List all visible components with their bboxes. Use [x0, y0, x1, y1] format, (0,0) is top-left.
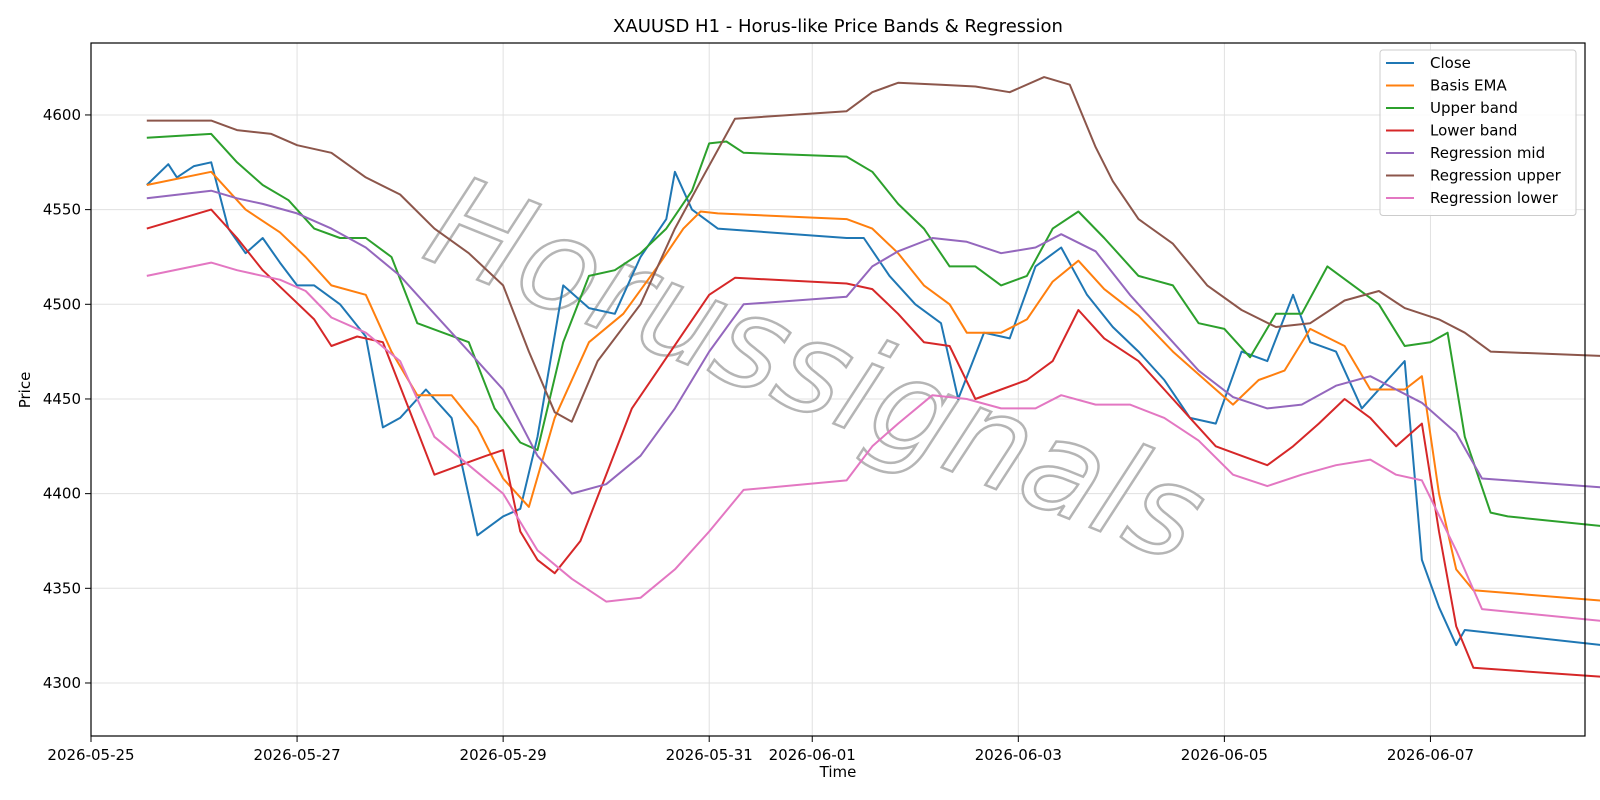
y-tick-label: 4350: [43, 579, 81, 597]
x-axis-ticks: 2026-05-25 2026-05-27 2026-05-29 2026-05-31…: [47, 736, 1474, 764]
y-tick-label: 4400: [43, 485, 81, 503]
y-tick-label: 4500: [43, 295, 81, 313]
x-tick-label: 2026-05-25: [47, 746, 134, 764]
y-tick-label: 4550: [43, 201, 81, 219]
y-axis-label: Price: [16, 372, 34, 409]
x-tick-label: 2026-06-05: [1181, 746, 1268, 764]
series-line-regression-upper: [146, 76, 1600, 423]
y-axis-ticks: 4300 4350 4400 4450 4500 4550 4600: [43, 106, 91, 692]
series-line-close: [146, 161, 1600, 647]
y-tick-label: 4600: [43, 106, 81, 124]
x-tick-label: 2026-05-31: [666, 746, 753, 764]
x-tick-label: 2026-06-03: [975, 746, 1062, 764]
x-tick-label: 2026-06-07: [1387, 746, 1474, 764]
legend-label: Upper band: [1430, 99, 1518, 117]
legend-label: Regression lower: [1430, 189, 1559, 207]
legend-label: Basis EMA: [1430, 77, 1507, 95]
y-tick-label: 4450: [43, 390, 81, 408]
chart-title: XAUUSD H1 - Horus-like Price Bands & Reg…: [613, 16, 1063, 37]
series-line-lower-band: [146, 208, 1600, 678]
x-tick-label: 2026-05-29: [460, 746, 547, 764]
y-tick-label: 4300: [43, 674, 81, 692]
legend-box: [1379, 49, 1577, 216]
plot-frame: [90, 42, 1586, 737]
x-axis-label: Time: [819, 763, 857, 781]
legend-label: Regression mid: [1430, 144, 1545, 162]
x-tick-label: 2026-05-27: [253, 746, 340, 764]
series-line-regression-lower: [146, 261, 1600, 622]
x-tick-label: 2026-06-01: [769, 746, 856, 764]
legend-label: Close: [1430, 54, 1471, 72]
legend: Close Basis EMA Upper band Lower band Regres…: [1379, 49, 1577, 216]
legend-label: Lower band: [1430, 122, 1517, 140]
series-line-regression-mid: [146, 189, 1600, 495]
legend-label: Regression upper: [1430, 167, 1562, 185]
series-lines: [146, 76, 1600, 678]
series-line-upper-band: [146, 132, 1600, 527]
